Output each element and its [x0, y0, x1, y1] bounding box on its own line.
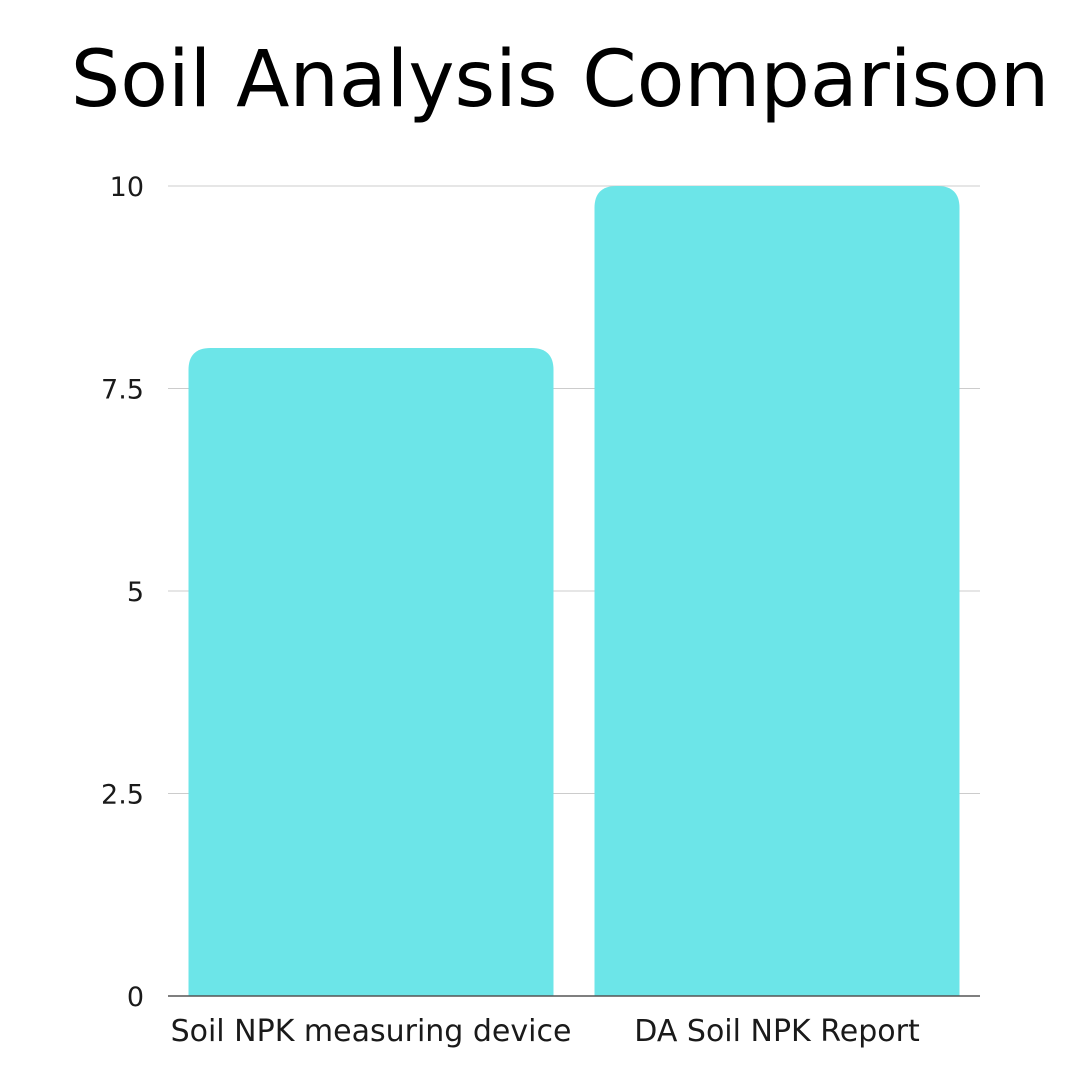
y-tick-label: 5: [127, 577, 144, 608]
y-tick-labels: 0 2.5 5 7.5 10: [101, 172, 144, 1013]
y-tick-label: 0: [127, 982, 144, 1013]
x-category-labels: Soil NPK measuring device DA Soil NPK Rep…: [171, 1014, 920, 1049]
x-category-label: DA Soil NPK Report: [634, 1014, 920, 1049]
y-tick-label: 7.5: [101, 375, 144, 406]
chart-title: Soil Analysis Comparison: [70, 35, 1050, 125]
x-category-label: Soil NPK measuring device: [171, 1014, 572, 1049]
y-tick-label: 2.5: [101, 780, 144, 811]
bar-2: [594, 186, 960, 996]
y-tick-label: 10: [110, 172, 144, 203]
bars: [188, 186, 960, 996]
bar-1: [188, 348, 554, 996]
